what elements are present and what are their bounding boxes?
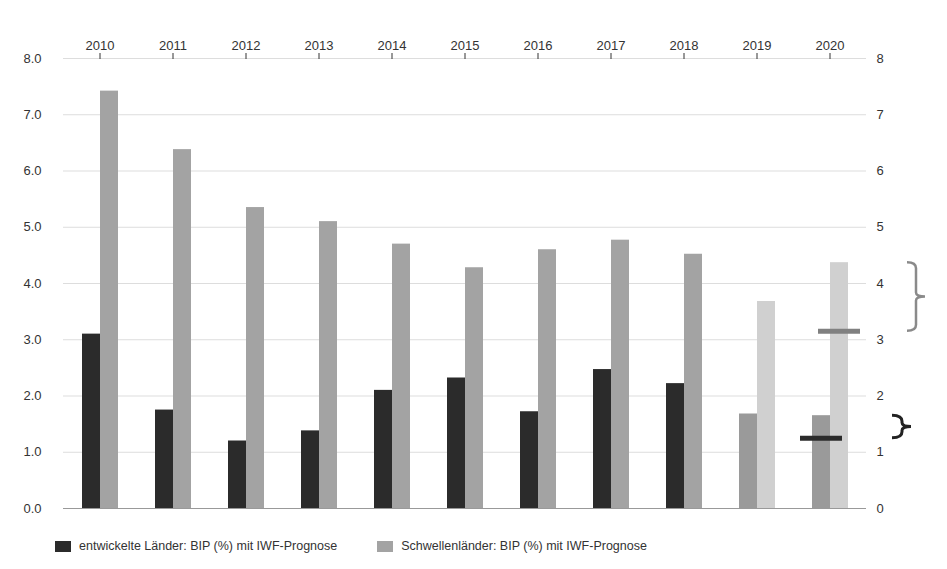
svg-text:5.0: 5.0 [23, 219, 41, 234]
svg-text:2014: 2014 [378, 38, 407, 53]
svg-text:2013: 2013 [305, 38, 334, 53]
svg-text:0: 0 [877, 501, 884, 516]
svg-text:2012: 2012 [232, 38, 261, 53]
svg-text:2010: 2010 [86, 38, 115, 53]
svg-text:5: 5 [877, 219, 884, 234]
svg-text:3: 3 [877, 332, 884, 347]
svg-text:2019: 2019 [743, 38, 772, 53]
svg-text:2018: 2018 [670, 38, 699, 53]
svg-text:2020: 2020 [816, 38, 845, 53]
svg-text:4: 4 [877, 276, 884, 291]
svg-text:2011: 2011 [159, 38, 187, 53]
svg-text:1.0: 1.0 [23, 444, 41, 459]
svg-text:0.0: 0.0 [23, 501, 41, 516]
svg-text:7: 7 [877, 107, 884, 122]
svg-text:8.0: 8.0 [23, 51, 41, 66]
svg-text:2.0: 2.0 [23, 388, 41, 403]
html-text:Schwellenländer: BIP (%) mit I: Schwellenländer: BIP (%) mit IWF-Prognos… [401, 539, 647, 553]
svg-text:6.0: 6.0 [23, 163, 41, 178]
svg-text:1: 1 [877, 444, 884, 459]
svg-text:2: 2 [877, 388, 884, 403]
svg-text:2016: 2016 [524, 38, 553, 53]
svg-text:2015: 2015 [451, 38, 480, 53]
svg-text:7.0: 7.0 [23, 107, 41, 122]
svg-text:6: 6 [877, 163, 884, 178]
svg-text:4.0: 4.0 [23, 276, 41, 291]
svg-text:3.0: 3.0 [23, 332, 41, 347]
html-text:entwickelte Länder: BIP (%) mi: entwickelte Länder: BIP (%) mit IWF-Prog… [79, 539, 338, 553]
svg-text:2017: 2017 [597, 38, 626, 53]
svg-text:8: 8 [877, 51, 884, 66]
